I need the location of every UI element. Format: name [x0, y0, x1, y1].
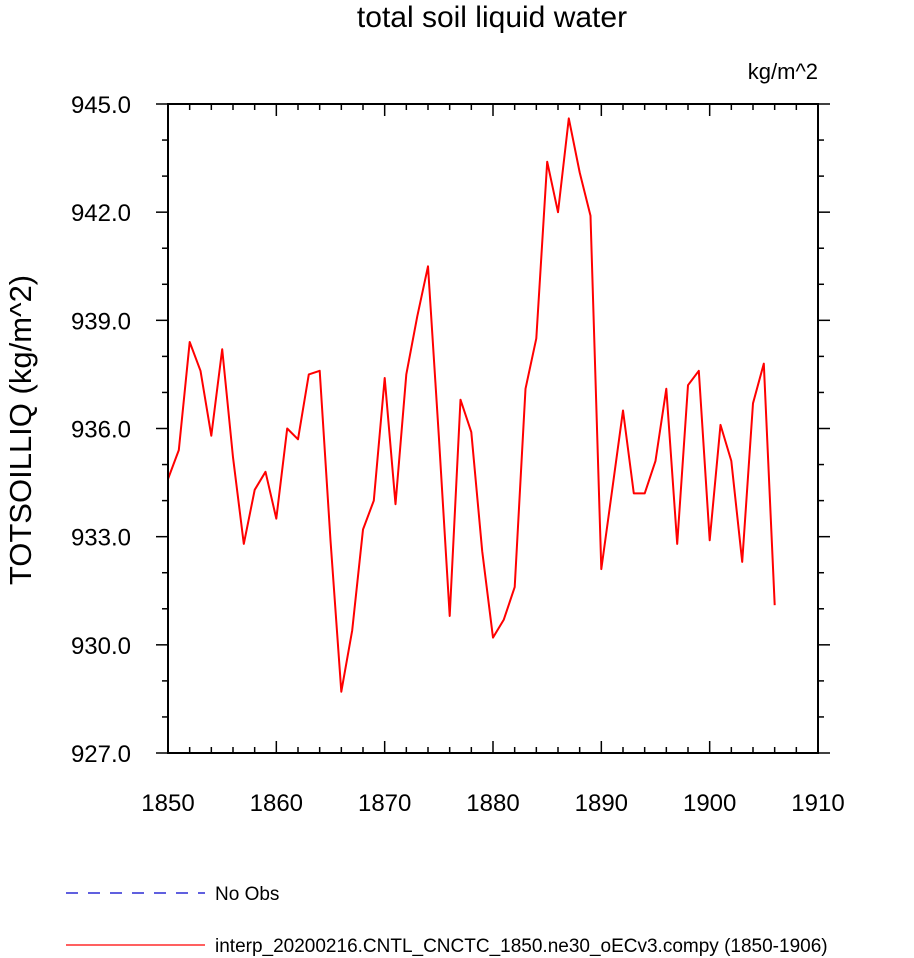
- y-tick-label: 942.0: [71, 200, 131, 227]
- units-label: kg/m^2: [748, 59, 818, 84]
- x-tick-label: 1910: [791, 790, 844, 817]
- y-tick-label: 939.0: [71, 308, 131, 335]
- plot-frame: [167, 103, 819, 754]
- y-tick-label: 933.0: [71, 525, 131, 552]
- y-tick-label: 936.0: [71, 417, 131, 444]
- y-tick-label: 945.0: [71, 92, 131, 119]
- legend-label-model: interp_20200216.CNTL_CNCTC_1850.ne30_oEC…: [215, 936, 828, 957]
- x-tick-label: 1860: [250, 790, 303, 817]
- tick-labels: 1850 1860 1870 1880 1890 1900 1910 927.0 930.0 93…: [71, 92, 845, 817]
- chart-title: total soil liquid water: [357, 1, 627, 34]
- legend: No Obs interp_20200216.CNTL_CNCTC_1850.n…: [66, 884, 828, 957]
- x-tick-label: 1880: [466, 790, 519, 817]
- y-tick-label: 927.0: [71, 741, 131, 768]
- series-line-1: [167, 117, 776, 693]
- y-axis-label: TOTSOILLIQ (kg/m^2): [3, 275, 38, 585]
- x-tick-label: 1870: [358, 790, 411, 817]
- x-tick-label: 1850: [141, 790, 194, 817]
- x-tick-label: 1890: [575, 790, 628, 817]
- tick-marks: [156, 103, 830, 754]
- y-tick-label: 930.0: [71, 633, 131, 660]
- x-tick-label: 1900: [683, 790, 736, 817]
- series-layer: [167, 117, 776, 693]
- legend-label-no-obs: No Obs: [215, 884, 279, 905]
